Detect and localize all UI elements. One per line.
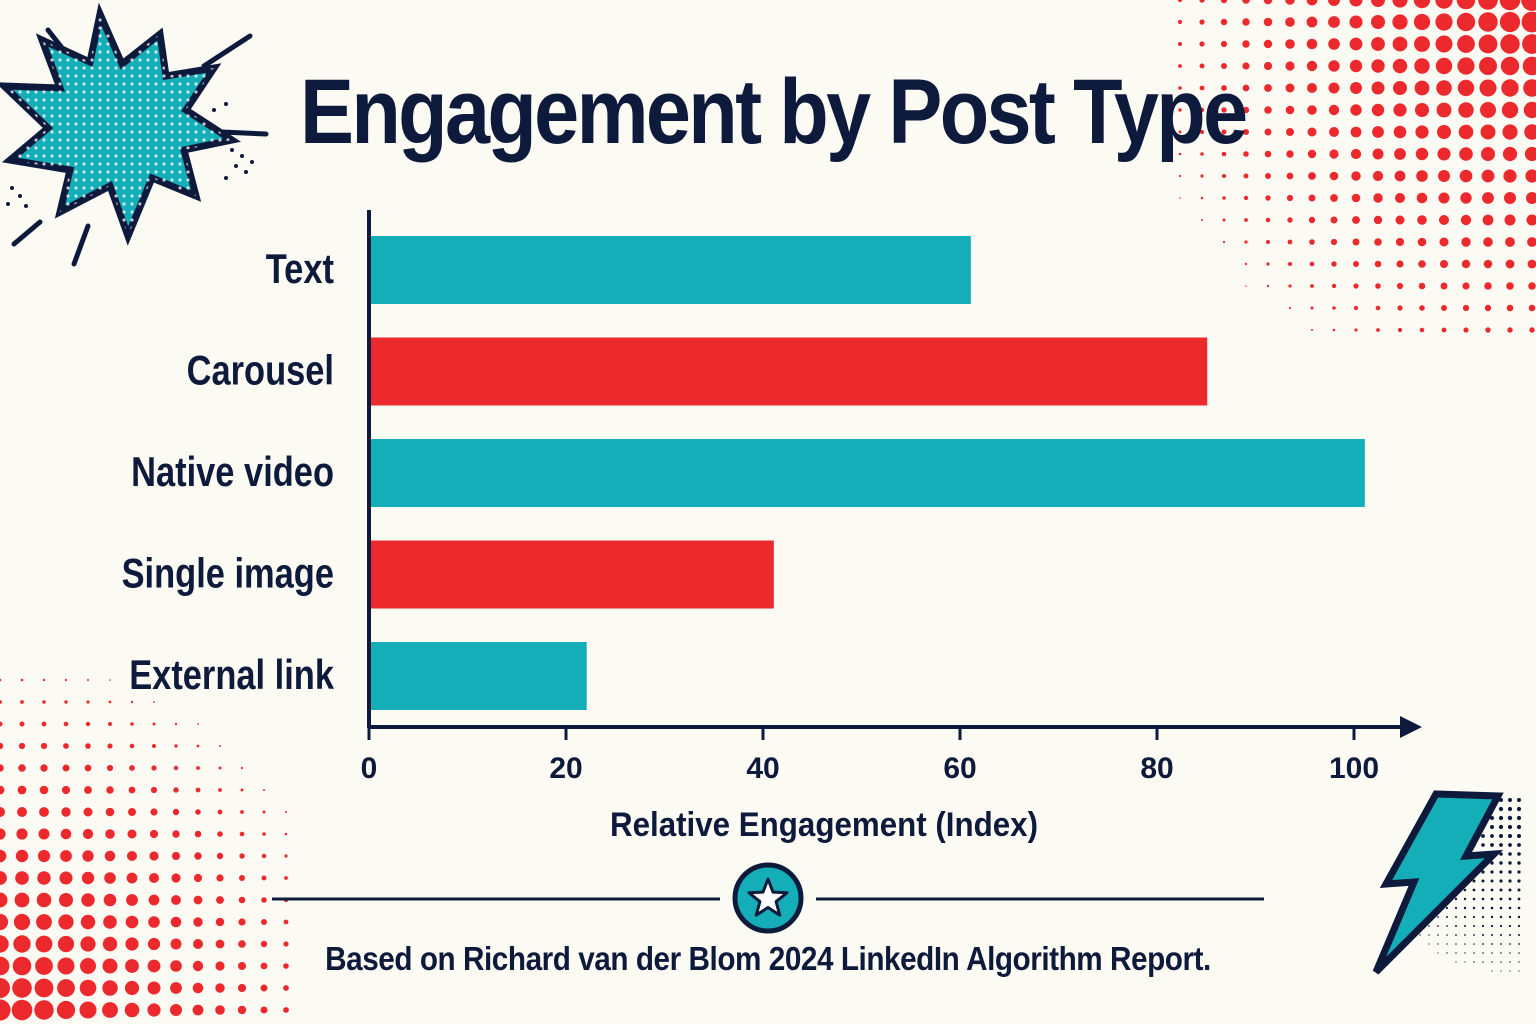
category-label: Single image bbox=[122, 550, 334, 597]
x-tick-label: 80 bbox=[1140, 752, 1173, 785]
category-label: Carousel bbox=[187, 347, 334, 394]
x-tick-label: 40 bbox=[746, 752, 779, 785]
halftone-bottom-left-decor bbox=[0, 678, 289, 1021]
comic-burst-icon bbox=[0, 2, 269, 267]
source-footnote: Based on Richard van der Blom 2024 Linke… bbox=[325, 940, 1211, 977]
bar-carousel bbox=[370, 337, 1208, 406]
x-tick-label: 20 bbox=[549, 752, 582, 785]
star-icon bbox=[732, 862, 804, 934]
chart-title: Engagement by Post Type bbox=[300, 61, 1248, 163]
x-tick-label: 0 bbox=[361, 752, 378, 785]
bar-single-image bbox=[370, 540, 774, 609]
x-axis-label: Relative Engagement (Index) bbox=[610, 806, 1038, 844]
lightning-bolt-icon bbox=[1372, 790, 1504, 975]
x-axis bbox=[369, 716, 1422, 738]
x-tick-label: 100 bbox=[1329, 752, 1379, 785]
category-label: Native video bbox=[131, 448, 334, 495]
x-tick-label: 60 bbox=[943, 752, 976, 785]
bar-text bbox=[370, 236, 971, 304]
bar-native-video bbox=[370, 439, 1365, 507]
bar-external-link bbox=[370, 642, 587, 710]
category-label: External link bbox=[129, 651, 334, 698]
category-label-group: Text Carousel Native video Single image Exte… bbox=[122, 245, 335, 698]
x-axis-arrow-icon bbox=[1400, 716, 1422, 738]
halftone-top-right-decor bbox=[1177, 0, 1536, 333]
category-label: Text bbox=[266, 245, 334, 292]
x-tick-group: 0 20 40 60 80 100 bbox=[361, 727, 1379, 785]
bar-series bbox=[370, 236, 1365, 710]
